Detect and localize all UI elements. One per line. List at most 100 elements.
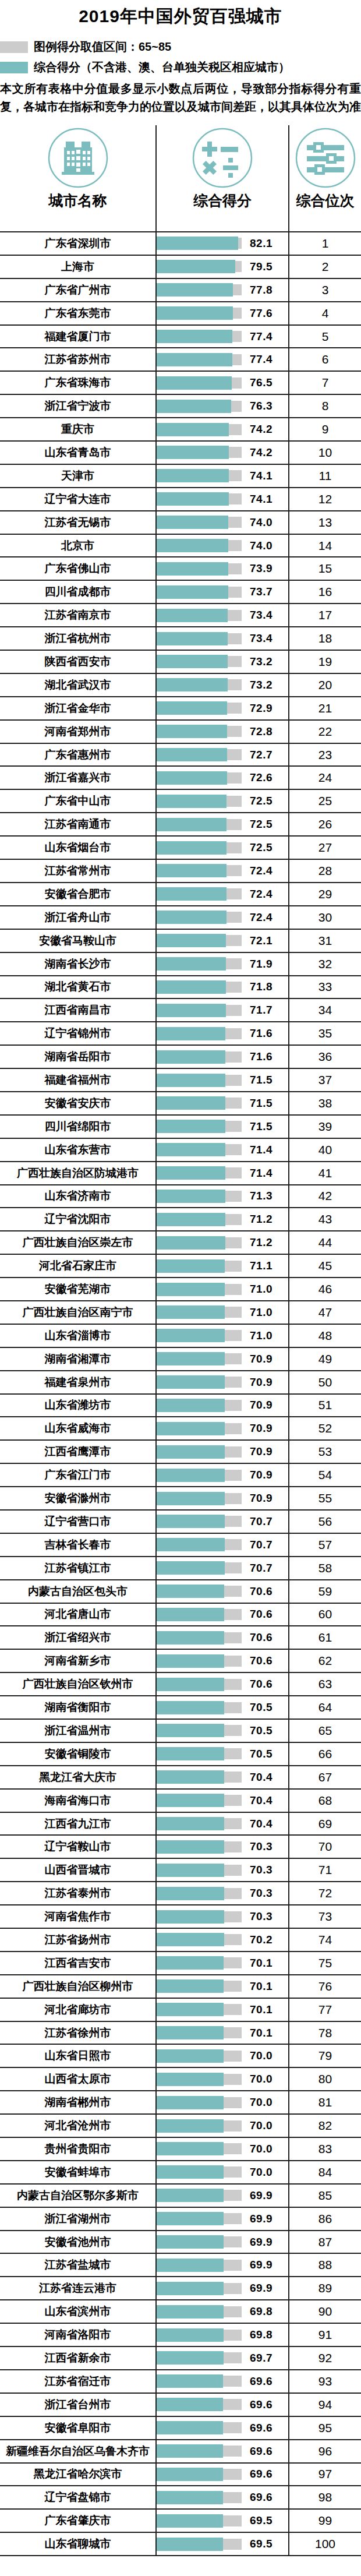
score-cell: 77.4	[157, 326, 288, 348]
city-cell: 山东省淄博市	[0, 1325, 157, 1347]
score-bar-fill	[157, 2119, 224, 2133]
score-value: 70.0	[250, 2143, 272, 2155]
rank-value: 44	[318, 1236, 332, 1250]
city-name: 广西壮族自治区南宁市	[23, 1305, 133, 1320]
city-name: 山东省济南市	[45, 1188, 111, 1204]
city-name: 安徽省芜湖市	[45, 1282, 111, 1297]
rank-value: 33	[318, 980, 332, 994]
city-cell: 山东省青岛市	[0, 442, 157, 464]
table-row: 山东省日照市 70.0 79	[0, 2044, 361, 2067]
score-bar	[157, 1283, 242, 1296]
rank-cell: 63	[288, 1673, 361, 1695]
score-bar-fill	[157, 1329, 225, 1342]
table-row: 安徽省滁州市 70.9 55	[0, 1486, 361, 1509]
city-cell: 浙江省舟山市	[0, 906, 157, 929]
score-value: 72.8	[250, 725, 272, 738]
score-cell: 71.8	[157, 976, 288, 998]
city-cell: 山东省威海市	[0, 1417, 157, 1439]
rank-value: 69	[318, 1817, 332, 1831]
city-cell: 广东省深圳市	[0, 232, 157, 255]
score-cell: 70.3	[157, 1836, 288, 1858]
score-cell: 72.5	[157, 813, 288, 835]
rank-value: 48	[318, 1329, 332, 1343]
score-cell: 71.1	[157, 1255, 288, 1277]
score-bar	[157, 2212, 242, 2225]
city-name: 江苏省南京市	[45, 608, 111, 623]
score-bar	[157, 2142, 242, 2155]
score-bar	[157, 2398, 242, 2411]
score-cell: 69.6	[157, 2370, 288, 2392]
score-cell: 70.6	[157, 1626, 288, 1649]
rank-cell: 91	[288, 2324, 361, 2346]
score-value: 70.0	[250, 2073, 272, 2085]
score-bar	[157, 1561, 242, 1575]
rank-cell: 21	[288, 697, 361, 719]
calculator-icon	[192, 128, 253, 188]
table-row: 江苏省泰州市 70.3 72	[0, 1881, 361, 1904]
rank-cell: 65	[288, 1720, 361, 1742]
rank-cell: 78	[288, 2022, 361, 2044]
score-cell: 70.1	[157, 1999, 288, 2021]
score-bar-fill	[157, 2003, 224, 2016]
city-cell: 江苏省徐州市	[0, 2022, 157, 2044]
city-cell: 河北省唐山市	[0, 1604, 157, 1626]
score-bar-fill	[157, 818, 226, 831]
city-cell: 安徽省马鞍山市	[0, 930, 157, 952]
rank-value: 70	[318, 1840, 332, 1854]
table-row: 山东省东营市 71.4 40	[0, 1138, 361, 1161]
score-bar-fill	[157, 1910, 224, 1924]
score-cell: 74.1	[157, 488, 288, 510]
city-name: 安徽省池州市	[45, 2235, 111, 2250]
rank-value: 20	[318, 678, 332, 692]
score-bar-fill	[157, 1864, 224, 1877]
score-bar	[157, 1120, 242, 1133]
score-value: 70.4	[250, 1771, 272, 1784]
score-bar	[157, 2259, 242, 2272]
table-row: 广东省惠州市 72.7 23	[0, 743, 361, 766]
rank-value: 11	[319, 469, 332, 483]
score-bar	[157, 1074, 242, 1087]
score-value: 76.3	[250, 400, 272, 412]
table-row: 广东省佛山市 73.9 15	[0, 556, 361, 580]
score-value: 70.3	[250, 1864, 272, 1876]
table-row: 江西省新余市 69.7 92	[0, 2346, 361, 2369]
city-cell: 安徽省池州市	[0, 2231, 157, 2253]
score-value: 70.3	[250, 1887, 272, 1900]
score-bar-fill	[157, 1259, 225, 1273]
score-bar-fill	[157, 446, 229, 459]
score-cell: 69.9	[157, 2231, 288, 2253]
rank-cell: 9	[288, 418, 361, 440]
score-cell: 70.9	[157, 1371, 288, 1393]
score-bar	[157, 1236, 242, 1250]
city-name: 安徽省铜陵市	[45, 1746, 111, 1762]
rank-value: 88	[318, 2258, 332, 2272]
city-cell: 广东省东莞市	[0, 302, 157, 324]
table-row: 山东省潍坊市 70.9 51	[0, 1393, 361, 1417]
rank-cell: 59	[288, 1580, 361, 1603]
rank-cell: 94	[288, 2394, 361, 2416]
score-bar	[157, 748, 242, 761]
city-cell: 浙江省宁波市	[0, 395, 157, 417]
city-cell: 广西壮族自治区南宁市	[0, 1301, 157, 1324]
score-bar-fill	[157, 2421, 223, 2434]
rank-cell: 67	[288, 1766, 361, 1788]
score-bar-fill	[157, 864, 226, 877]
score-cell: 69.6	[157, 2486, 288, 2508]
table-row: 山东省济南市 71.3 42	[0, 1184, 361, 1208]
city-cell: 辽宁省锦州市	[0, 1022, 157, 1044]
table-row: 河北省廊坊市 70.1 77	[0, 1998, 361, 2021]
table-row: 新疆维吾尔自治区乌鲁木齐市 69.6 96	[0, 2439, 361, 2462]
score-bar	[157, 260, 242, 273]
rank-cell: 3	[288, 279, 361, 301]
rank-value: 92	[318, 2351, 332, 2365]
rank-cell: 62	[288, 1650, 361, 1672]
city-name: 福建省福州市	[45, 1072, 111, 1088]
score-cell: 77.8	[157, 279, 288, 301]
rank-value: 62	[318, 1654, 332, 1668]
rank-cell: 97	[288, 2464, 361, 2486]
score-cell: 74.1	[157, 465, 288, 487]
city-name: 广西壮族自治区钦州市	[23, 1677, 133, 1692]
table-row: 广西壮族自治区防城港市 71.4 41	[0, 1161, 361, 1184]
score-bar	[157, 818, 242, 831]
score-cell: 70.7	[157, 1534, 288, 1556]
